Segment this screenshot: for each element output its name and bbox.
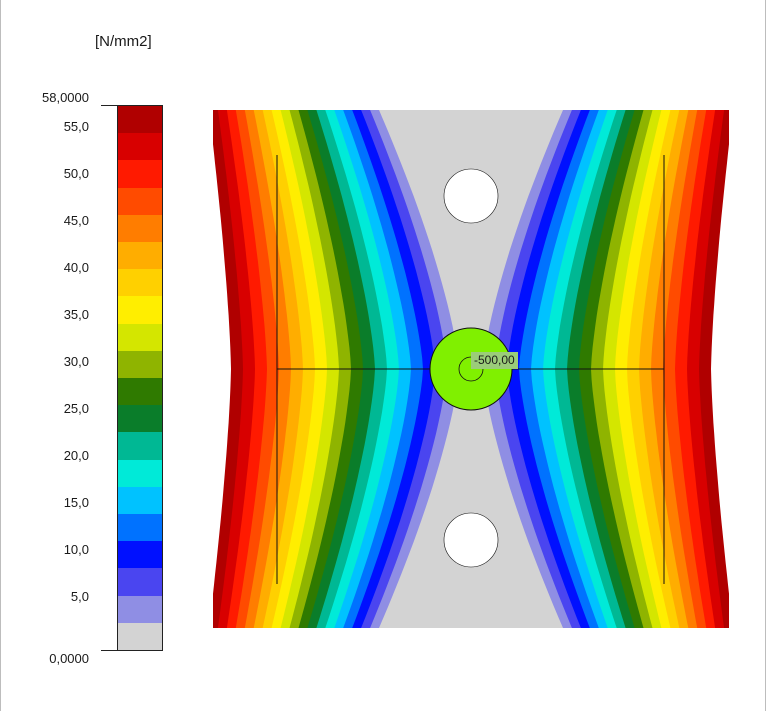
legend-tick-label: 40,0 <box>63 260 89 275</box>
legend-min-label: 0,0000 <box>49 651 89 666</box>
legend-color-band <box>118 269 162 297</box>
contour-canvas <box>213 110 729 628</box>
legend-tick-label: 15,0 <box>63 495 89 510</box>
legend-color-band <box>118 568 162 596</box>
legend-tick-label: 5,0 <box>70 589 89 604</box>
legend-tick-label: 50,0 <box>63 166 89 181</box>
load-area-circle[interactable] <box>429 327 513 411</box>
stress-contour-plot[interactable] <box>213 110 729 628</box>
legend-color-bar <box>117 105 163 651</box>
top-hole <box>443 168 499 224</box>
legend-color-band <box>118 595 162 623</box>
legend-color-band <box>118 296 162 324</box>
bottom-hole <box>443 512 499 568</box>
legend-tick-line <box>101 105 117 106</box>
legend-color-band <box>118 214 162 243</box>
legend-unit-label: [N/mm2] <box>95 33 152 50</box>
legend-color-band <box>118 133 162 161</box>
legend-tick-label: 55,0 <box>63 119 89 134</box>
legend-max-label: 58,0000 <box>42 90 89 105</box>
legend-tick-label: 45,0 <box>63 213 89 228</box>
legend-color-band <box>118 350 162 379</box>
legend-color-band <box>118 323 162 351</box>
legend-color-band <box>118 459 162 487</box>
legend-color-band <box>118 405 162 433</box>
legend-color-band <box>118 432 162 460</box>
legend-color-band <box>118 541 162 569</box>
legend-tick-label: 25,0 <box>63 401 89 416</box>
legend-tick-label: 30,0 <box>63 354 89 369</box>
load-value-label: -500,00 <box>471 352 518 369</box>
legend-tick-label: 10,0 <box>63 542 89 557</box>
legend-color-band <box>118 622 162 651</box>
legend-color-band <box>118 514 162 542</box>
color-legend: 58,0000 55,0 50,0 45,0 40,0 35,0 30,0 25… <box>1 0 201 711</box>
legend-color-band <box>118 378 162 406</box>
legend-color-band <box>118 242 162 270</box>
legend-color-band <box>118 486 162 515</box>
legend-tick-label: 35,0 <box>63 307 89 322</box>
legend-color-band <box>118 160 162 188</box>
legend-tick-line <box>101 650 117 651</box>
legend-tick-label: 20,0 <box>63 448 89 463</box>
legend-color-band <box>118 106 162 134</box>
legend-color-band <box>118 187 162 215</box>
